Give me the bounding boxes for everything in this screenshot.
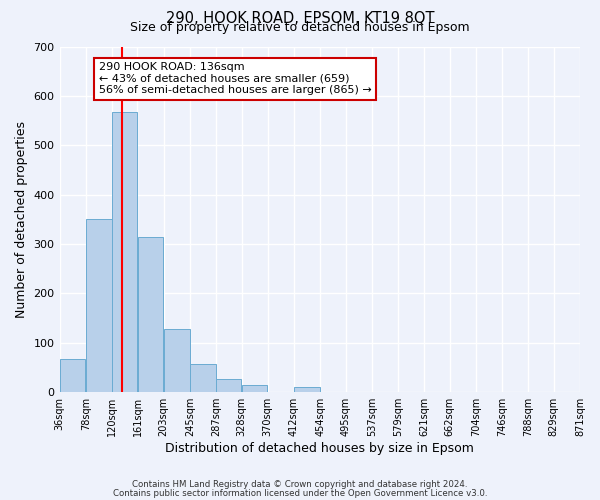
- Text: 290 HOOK ROAD: 136sqm
← 43% of detached houses are smaller (659)
56% of semi-det: 290 HOOK ROAD: 136sqm ← 43% of detached …: [98, 62, 371, 96]
- Text: 290, HOOK ROAD, EPSOM, KT19 8QT: 290, HOOK ROAD, EPSOM, KT19 8QT: [166, 11, 434, 26]
- Bar: [164, 329, 190, 392]
- Bar: [60, 358, 85, 392]
- Bar: [216, 379, 241, 392]
- Bar: [112, 112, 137, 392]
- Bar: [86, 220, 112, 392]
- X-axis label: Distribution of detached houses by size in Epsom: Distribution of detached houses by size …: [166, 442, 474, 455]
- Bar: [294, 388, 320, 392]
- Text: Size of property relative to detached houses in Epsom: Size of property relative to detached ho…: [130, 22, 470, 35]
- Bar: [242, 386, 268, 392]
- Text: Contains public sector information licensed under the Open Government Licence v3: Contains public sector information licen…: [113, 489, 487, 498]
- Y-axis label: Number of detached properties: Number of detached properties: [15, 121, 28, 318]
- Text: Contains HM Land Registry data © Crown copyright and database right 2024.: Contains HM Land Registry data © Crown c…: [132, 480, 468, 489]
- Bar: [138, 237, 163, 392]
- Bar: [190, 364, 216, 392]
